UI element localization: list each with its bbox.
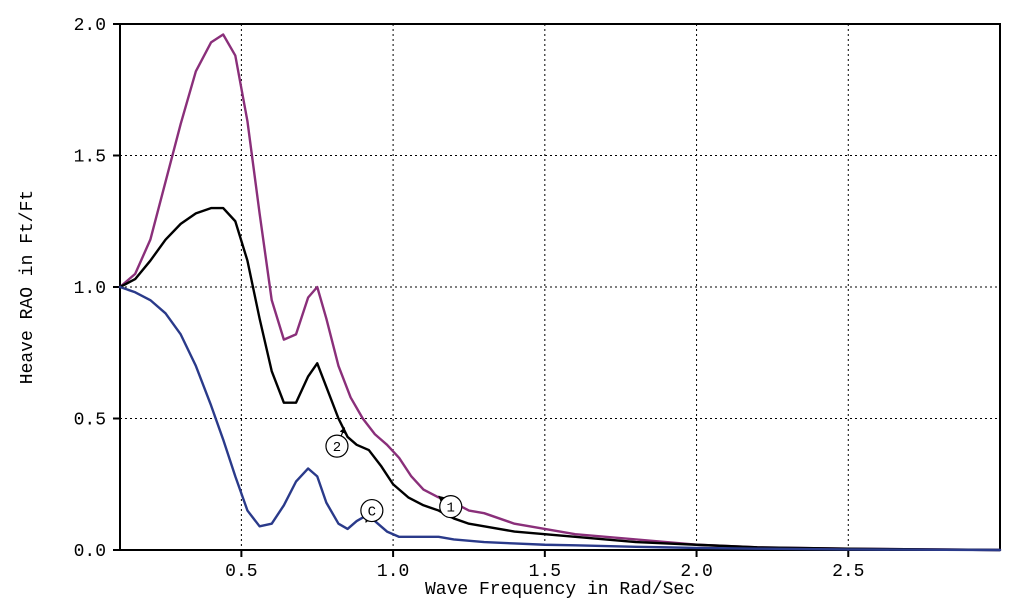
- y-tick-label: 2.0: [74, 16, 106, 36]
- x-tick-label: 1.0: [377, 562, 409, 582]
- annotation-label-2: 2: [333, 440, 341, 456]
- x-tick-label: 1.5: [529, 562, 561, 582]
- line-chart: 0.51.01.52.02.50.00.51.01.52.0Wave Frequ…: [0, 0, 1022, 600]
- chart-bg: [0, 0, 1022, 600]
- x-tick-label: 2.5: [832, 562, 864, 582]
- x-axis-label: Wave Frequency in Rad/Sec: [425, 580, 695, 600]
- y-tick-label: 1.0: [74, 279, 106, 299]
- y-tick-label: 0.5: [74, 411, 106, 431]
- y-tick-label: 1.5: [74, 148, 106, 168]
- x-tick-label: 0.5: [225, 562, 257, 582]
- y-axis-label: Heave RAO in Ft/Ft: [18, 190, 38, 384]
- chart-container: 0.51.01.52.02.50.00.51.01.52.0Wave Frequ…: [0, 0, 1022, 600]
- x-tick-label: 2.0: [680, 562, 712, 582]
- y-tick-label: 0.0: [74, 542, 106, 562]
- annotation-label-1: 1: [447, 501, 455, 517]
- annotation-label-C: C: [368, 504, 376, 520]
